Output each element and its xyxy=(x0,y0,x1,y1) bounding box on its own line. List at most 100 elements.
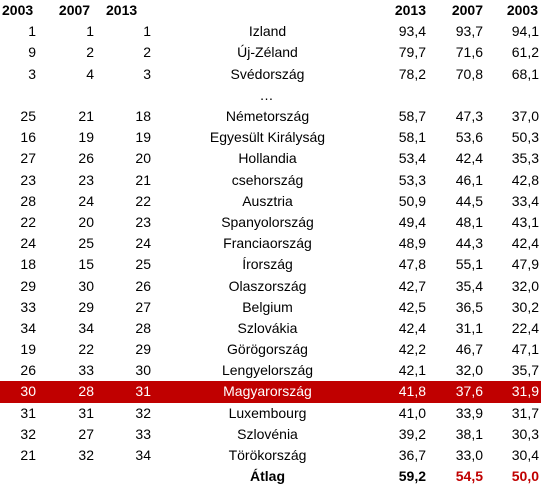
rank-2013-cell: 3 xyxy=(143,65,151,82)
country-cell: Lengyelország xyxy=(221,362,314,379)
value-2013-cell: 36,7 xyxy=(398,447,426,464)
table-row: 16 19 19 Egyesült Királyság 58,1 53,6 50… xyxy=(0,127,541,148)
rank-2013-cell: 19 xyxy=(135,129,151,146)
rank-2003-cell: 29 xyxy=(20,277,36,294)
value-2013-cell: 41,8 xyxy=(374,381,429,403)
rank-2003-cell: 27 xyxy=(20,150,36,167)
table-row: 22 20 23 Spanyolország 49,4 48,1 43,1 xyxy=(0,212,541,233)
value-2007-cell: 46,1 xyxy=(455,171,483,188)
country-cell: Svédország xyxy=(230,65,305,82)
value-2013-cell: 42,2 xyxy=(398,341,426,358)
value-2003-cell: 31,7 xyxy=(511,404,539,421)
table-row: 23 23 21 csehország 53,3 46,1 42,8 xyxy=(0,170,541,191)
rank-2007-cell: 31 xyxy=(78,404,94,421)
table-row: 25 21 18 Németország 58,7 47,3 37,0 xyxy=(0,106,541,127)
value-2007-cell: 35,4 xyxy=(455,277,483,294)
rank-2013-cell: 28 xyxy=(135,319,151,336)
value-2013-cell: 42,4 xyxy=(398,319,426,336)
table-row: 29 30 26 Olaszország 42,7 35,4 32,0 xyxy=(0,275,541,296)
value-2003-cell: 30,2 xyxy=(511,298,539,315)
value-2007-cell: 32,0 xyxy=(455,362,483,379)
header-value-2007: 2007 xyxy=(451,2,483,19)
value-2013-cell: 58,1 xyxy=(398,129,426,146)
value-2013-cell: 49,4 xyxy=(398,213,426,230)
value-2013-cell: 47,8 xyxy=(398,256,426,273)
value-2003-cell: 30,3 xyxy=(511,425,539,442)
rank-2013-cell: 32 xyxy=(135,404,151,421)
rank-2007-cell: 26 xyxy=(78,150,94,167)
value-2013-cell: 93,4 xyxy=(398,23,426,40)
rank-2007-cell: 33 xyxy=(78,362,94,379)
table-row: 26 33 30 Lengyelország 42,1 32,0 35,7 xyxy=(0,360,541,381)
rank-2007-cell: 30 xyxy=(78,277,94,294)
rank-2007-cell: 21 xyxy=(78,108,94,125)
value-2003-cell: 61,2 xyxy=(511,44,539,61)
header-rank-2003: 2003 xyxy=(2,2,34,19)
country-cell: Ausztria xyxy=(242,192,293,209)
rank-2013-cell: 31 xyxy=(106,381,164,403)
value-2003-cell: 43,1 xyxy=(511,213,539,230)
table-row: 34 34 28 Szlovákia 42,4 31,1 22,4 xyxy=(0,318,541,339)
value-2013-cell xyxy=(374,85,429,106)
rank-2003-cell: 23 xyxy=(20,171,36,188)
rank-2013-cell: 20 xyxy=(135,150,151,167)
value-2007-cell: 31,1 xyxy=(455,319,483,336)
value-2003-cell: 31,9 xyxy=(486,381,541,403)
value-2003-cell: 32,0 xyxy=(511,277,539,294)
value-2007-cell: 47,3 xyxy=(455,108,483,125)
country-cell: Németország xyxy=(225,108,310,125)
value-2007-cell: 46,7 xyxy=(455,341,483,358)
ellipsis-row: … xyxy=(0,85,541,106)
country-cell: Olaszország xyxy=(228,277,307,294)
value-2007-cell: 71,6 xyxy=(455,44,483,61)
rank-2007-cell: 15 xyxy=(78,256,94,273)
country-cell: Írország xyxy=(242,256,293,273)
rank-2013-cell: 33 xyxy=(135,425,151,442)
value-2013-cell: 41,0 xyxy=(398,404,426,421)
rank-2013-cell: 34 xyxy=(135,447,151,464)
table-row: 18 15 25 Írország 47,8 55,1 47,9 xyxy=(0,254,541,275)
country-cell: Belgium xyxy=(242,298,293,315)
value-2013-cell: 48,9 xyxy=(398,235,426,252)
country-cell: Szlovákia xyxy=(237,319,298,336)
value-2013-cell: 53,3 xyxy=(398,171,426,188)
rank-2003-cell: 26 xyxy=(20,362,36,379)
value-2003-cell: 47,9 xyxy=(511,256,539,273)
rank-2007-cell: 20 xyxy=(78,213,94,230)
value-2003-cell: 42,8 xyxy=(511,171,539,188)
value-2007-cell: 38,1 xyxy=(455,425,483,442)
country-cell: Magyarország xyxy=(164,381,374,403)
value-2007-cell: 36,5 xyxy=(455,298,483,315)
rank-2013-cell: 29 xyxy=(135,341,151,358)
rank-2007-cell: 1 xyxy=(86,23,94,40)
value-2003-cell: 35,7 xyxy=(511,362,539,379)
rank-2013-cell: 25 xyxy=(135,256,151,273)
table-row: 33 29 27 Belgium 42,5 36,5 30,2 xyxy=(0,297,541,318)
value-2003-cell: 33,4 xyxy=(511,192,539,209)
rank-2007-cell xyxy=(46,85,106,106)
rank-2003-cell: 32 xyxy=(20,425,36,442)
rank-2003-cell: 31 xyxy=(20,404,36,421)
country-cell: Hollandia xyxy=(238,150,297,167)
rank-2003-cell: 22 xyxy=(20,213,36,230)
header-country xyxy=(164,0,374,21)
rank-2007-cell: 27 xyxy=(78,425,94,442)
table-row: 9 2 2 Új-Zéland 79,7 71,6 61,2 xyxy=(0,42,541,63)
value-2007-cell: 37,6 xyxy=(429,381,486,403)
rank-2007-cell: 22 xyxy=(78,341,94,358)
rank-2013-cell: 27 xyxy=(135,298,151,315)
header-value-2013: 2013 xyxy=(394,2,426,19)
value-2003-cell: 94,1 xyxy=(511,23,539,40)
value-2007-cell: 53,6 xyxy=(455,129,483,146)
rank-2013-cell: 18 xyxy=(135,108,151,125)
country-cell: Szlovénia xyxy=(237,425,298,442)
country-cell: Luxembourg xyxy=(228,404,307,421)
table-row: 1 1 1 Izland 93,4 93,7 94,1 xyxy=(0,21,541,42)
rank-2003-cell: 19 xyxy=(20,341,36,358)
value-2007-cell: 55,1 xyxy=(455,256,483,273)
table-row: 31 31 32 Luxembourg 41,0 33,9 31,7 xyxy=(0,403,541,424)
average-2013-value: 59,2 xyxy=(398,468,426,485)
value-2007-cell: 70,8 xyxy=(455,65,483,82)
value-2007-cell xyxy=(429,85,486,106)
rank-2007-cell: 34 xyxy=(78,319,94,336)
